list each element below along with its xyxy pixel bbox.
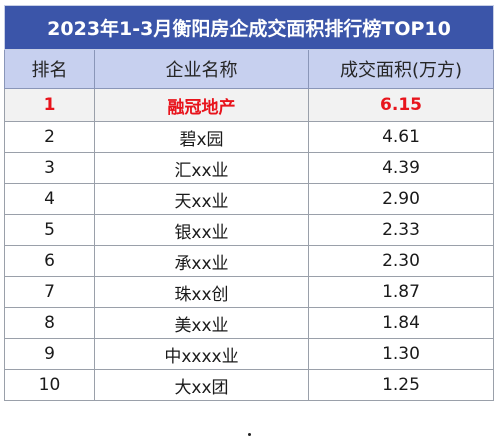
table-row: 3 汇xx业 4.39 [4, 152, 495, 184]
header-area: 成交面积(万方) [307, 49, 495, 89]
rank-cell: 5 [4, 214, 95, 246]
table-row: 9 中xxxx业 1.30 [4, 338, 495, 370]
company-cell: 珠xx创 [94, 276, 309, 308]
rank-cell: 1 [4, 88, 95, 122]
header-rank: 排名 [4, 49, 95, 89]
table-row: 6 承xx业 2.30 [4, 245, 495, 277]
company-cell: 中xxxx业 [94, 338, 309, 370]
rank-cell: 9 [4, 338, 95, 370]
company-cell: 大xx团 [94, 369, 309, 401]
rank-cell: 4 [4, 183, 95, 215]
company-cell: 银xx业 [94, 214, 309, 246]
area-cell: 1.25 [307, 369, 495, 401]
decorative-dot [248, 433, 251, 436]
table-row: 1 融冠地产 6.15 [4, 88, 495, 122]
area-cell: 1.87 [307, 276, 495, 308]
area-cell: 2.90 [307, 183, 495, 215]
company-cell: 碧x园 [94, 121, 309, 153]
company-cell: 汇xx业 [94, 152, 309, 184]
area-cell: 4.61 [307, 121, 495, 153]
rank-cell: 10 [4, 369, 95, 401]
area-cell: 2.30 [307, 245, 495, 277]
table-row: 7 珠xx创 1.87 [4, 276, 495, 308]
area-cell: 4.39 [307, 152, 495, 184]
company-cell: 承xx业 [94, 245, 309, 277]
company-cell: 美xx业 [94, 307, 309, 339]
header-company: 企业名称 [94, 49, 309, 89]
area-cell: 6.15 [307, 88, 495, 122]
rank-cell: 8 [4, 307, 95, 339]
table-row: 5 银xx业 2.33 [4, 214, 495, 246]
table-row: 2 碧x园 4.61 [4, 121, 495, 153]
table-title: 2023年1-3月衡阳房企成交面积排行榜TOP10 [3, 5, 495, 50]
ranking-table: 2023年1-3月衡阳房企成交面积排行榜TOP10 排名 企业名称 成交面积(万… [3, 5, 495, 401]
table-row: 10 大xx团 1.25 [4, 369, 495, 401]
table-title-row: 2023年1-3月衡阳房企成交面积排行榜TOP10 [3, 5, 495, 50]
area-cell: 1.30 [307, 338, 495, 370]
rank-cell: 2 [4, 121, 95, 153]
company-cell: 天xx业 [94, 183, 309, 215]
rank-cell: 6 [4, 245, 95, 277]
header-row: 排名 企业名称 成交面积(万方) [4, 49, 495, 89]
table-row: 4 天xx业 2.90 [4, 183, 495, 215]
ranking-table-container: 2023年1-3月衡阳房企成交面积排行榜TOP10 排名 企业名称 成交面积(万… [3, 5, 495, 401]
area-cell: 2.33 [307, 214, 495, 246]
table-row: 8 美xx业 1.84 [4, 307, 495, 339]
rank-cell: 3 [4, 152, 95, 184]
company-cell: 融冠地产 [94, 88, 309, 122]
area-cell: 1.84 [307, 307, 495, 339]
rank-cell: 7 [4, 276, 95, 308]
